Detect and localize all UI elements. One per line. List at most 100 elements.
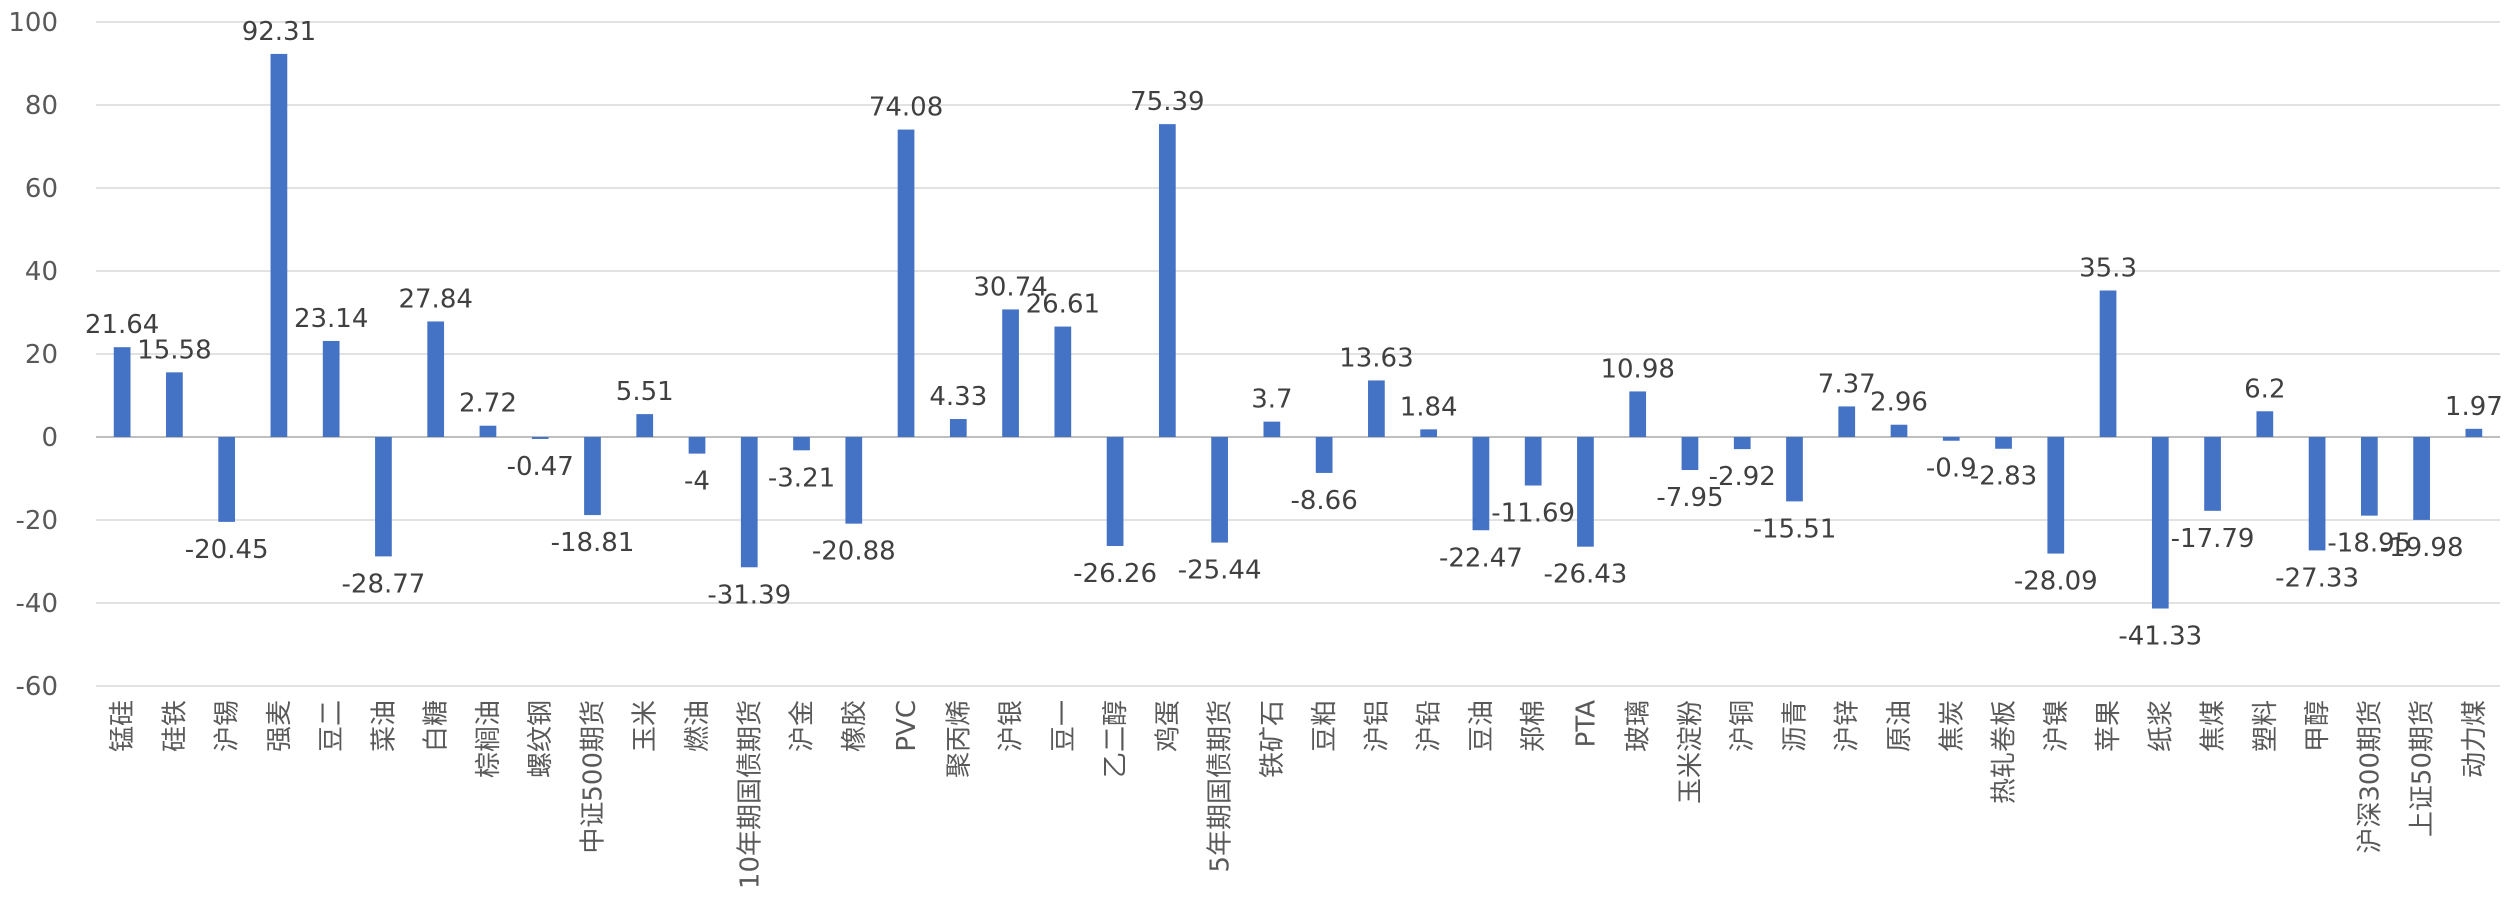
bar [636,414,654,437]
bar [531,437,549,439]
data-label: -20.45 [185,535,269,565]
x-tick-label: 强麦 [265,700,295,752]
bar [2204,437,2221,511]
x-tick-label: 沥青 [1780,700,1810,752]
bar [1942,437,1960,441]
data-label: 10.98 [1600,354,1674,384]
bar [1838,406,1856,437]
gridlines [96,21,2500,687]
x-tick-label: 10年期国债期货 [735,700,765,889]
bar [270,53,288,437]
x-tick-label: 螺纹钢 [526,700,556,778]
x-tick-label: 纸浆 [2146,700,2176,752]
data-label: -0.47 [507,452,574,482]
y-tick-label: -40 [16,589,58,619]
bar [897,129,915,437]
data-label: 75.39 [1130,87,1204,117]
x-tick-label: 白糖 [422,700,452,752]
bar [2465,428,2483,437]
x-tick-label: 中证500期货 [578,700,608,854]
data-label: -22.47 [1439,543,1523,573]
data-label: -2.83 [1970,462,2037,492]
x-tick-label: 铁矿石 [1258,700,1288,778]
data-label: 27.84 [398,284,472,314]
bar [1995,437,2012,449]
bar [2256,411,2274,437]
x-tick-label: 沪镍 [2042,700,2072,752]
data-label: 7.37 [1818,369,1876,399]
x-tick-label: 动力煤 [2460,700,2490,778]
x-tick-label: 玻璃 [1624,700,1654,752]
data-label: -11.69 [1491,499,1575,529]
bar [1524,437,1542,486]
y-tick-label: -60 [16,672,58,702]
bar [949,419,967,437]
x-tick-label: 橡胶 [840,700,870,752]
x-tick-label: 沪金 [788,700,818,752]
x-tick-label: 热轧卷板 [1990,700,2020,804]
x-tick-label: 沪铅 [1415,700,1445,752]
bar [427,321,445,437]
data-label: 30.74 [973,272,1047,302]
y-tick-label: -20 [16,506,58,536]
x-tick-label: 豆一 [1049,700,1079,752]
bar [2047,437,2065,554]
y-tick-label: 60 [25,174,58,204]
x-tick-label: 棕榈油 [474,700,504,778]
x-tick-label: 原油 [1885,700,1915,752]
x-tick-label: 沪铜 [1728,700,1758,752]
bar [2308,437,2326,551]
bar [1054,326,1072,437]
x-tick-label: 豆油 [1467,700,1497,752]
bar [375,437,392,557]
data-label: -31.39 [707,580,791,610]
data-label: -27.33 [2275,563,2359,593]
data-label: -0.9 [1926,454,1977,484]
x-tick-label: 沪锡 [213,700,243,752]
x-tick-label: 焦煤 [2199,700,2229,752]
bar [1211,437,1228,543]
x-tick-label: 硅铁 [160,700,190,752]
data-label: -3.21 [768,463,835,493]
data-label: -8.66 [1290,486,1357,516]
data-label: 35.3 [2079,254,2137,284]
data-label: 92.31 [242,17,316,47]
data-label: -2.92 [1709,462,1776,492]
bar [1106,437,1124,546]
x-tick-label: PVC [892,700,922,752]
data-label: -18.95 [2327,529,2411,559]
data-label: -28.09 [2014,567,2098,597]
x-tick-label: 沪深300期货 [2355,700,2385,854]
x-tick-label: 燃油 [683,700,713,752]
x-axis-tick-labels: 锰硅 硅铁 沪锡 强麦 豆二 菜油 白糖 棕榈油 螺纹钢 中证500期货 玉米 燃油 10年期国债期货沪… [108,700,2490,889]
x-tick-label: 塑料 [2251,700,2281,752]
data-label: -15.51 [1753,514,1837,544]
bar [166,372,183,437]
bar [1368,380,1385,437]
data-label: 23.14 [294,304,368,334]
y-tick-label: 80 [25,91,58,121]
x-tick-label: 豆二 [317,700,347,752]
data-label: 2.96 [1870,388,1928,418]
x-tick-label: 豆粕 [1310,700,1340,752]
y-tick-label: 100 [8,8,58,38]
x-tick-label: 沪锌 [1833,700,1863,752]
bar [1733,437,1751,450]
y-tick-label: 40 [25,257,58,287]
data-label: 15.58 [137,335,211,365]
data-label: -26.43 [1544,560,1628,590]
x-tick-label: 郑棉 [1519,700,1549,752]
y-tick-label: 20 [25,340,58,370]
y-tick-label: 0 [41,423,58,453]
data-label: -20.88 [812,537,896,567]
bar [1472,437,1490,531]
x-tick-label: 沪铝 [1362,700,1392,752]
bar [2151,437,2169,609]
data-label: -7.95 [1656,483,1723,513]
data-label: 21.64 [85,310,159,340]
data-label: 26.61 [1026,290,1100,320]
bar [688,437,706,454]
x-tick-label: 乙二醇 [1101,700,1131,778]
